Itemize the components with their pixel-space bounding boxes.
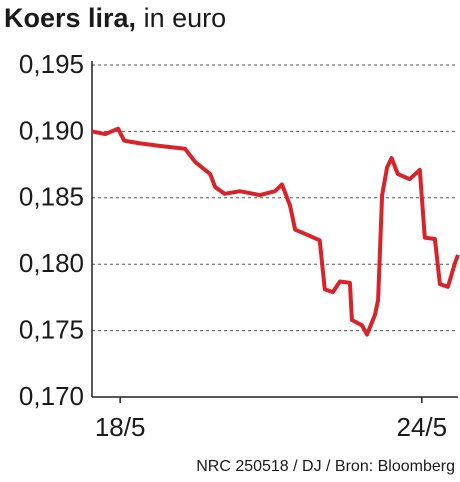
y-tick-label: 0,185 <box>19 182 84 212</box>
chart-title: Koers lira, <box>4 3 136 33</box>
y-tick-label: 0,175 <box>19 314 84 344</box>
x-tick-label: 18/5 <box>95 412 146 442</box>
x-tick-label: 24/5 <box>396 412 447 442</box>
y-tick-label: 0,195 <box>19 49 84 79</box>
price-line <box>91 126 460 337</box>
source: NRC 250518 / DJ / Bron: Bloomberg <box>196 458 455 475</box>
y-tick-label: 0,170 <box>19 381 84 411</box>
chart-subtitle: in euro <box>144 3 227 33</box>
y-tick-label: 0,180 <box>19 248 84 278</box>
chart-heading: Koers lira, in euro <box>4 3 226 33</box>
y-tick-label: 0,190 <box>19 115 84 145</box>
